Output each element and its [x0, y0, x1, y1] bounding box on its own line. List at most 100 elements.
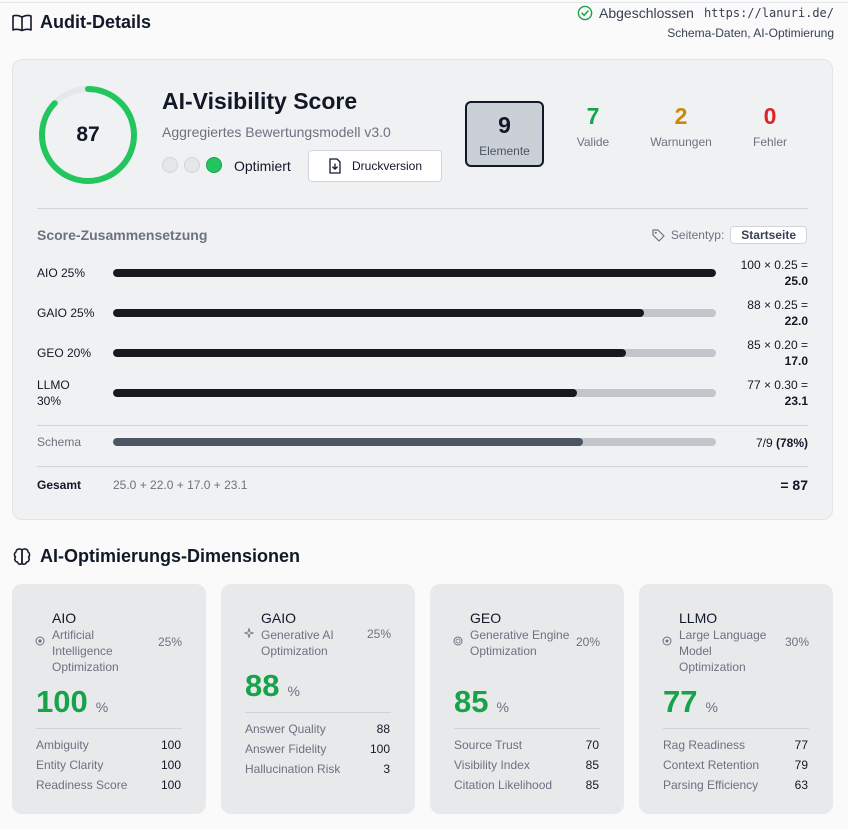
dimension-name: GEO — [470, 610, 502, 626]
metric-row: Readiness Score 100 — [36, 777, 181, 793]
metric-name: Rag Readiness — [663, 738, 746, 752]
dimension-weight: 25% — [366, 627, 391, 641]
audit-meta: Abgeschlossen https://lanuri.de/ Schema-… — [577, 4, 834, 42]
stat-value: 2 — [674, 103, 688, 129]
section-divider — [37, 208, 808, 209]
status-label: Optimiert — [234, 158, 291, 174]
audit-tags: Schema-Daten, AI-Optimierung — [667, 26, 834, 40]
stat-elements[interactable]: 9 Elemente — [465, 101, 544, 167]
score-subtitle: Aggregiertes Bewertungsmodell v3.0 — [162, 124, 391, 140]
dimension-description: Generative Engine Optimization — [470, 628, 570, 658]
top-divider — [0, 2, 848, 3]
metric-row: Context Retention 79 — [663, 757, 808, 773]
dimension-score-unit: % — [705, 699, 718, 715]
metric-name: Hallucination Risk — [245, 762, 341, 776]
composition-bar — [113, 389, 716, 397]
metric-name: Answer Fidelity — [245, 742, 327, 756]
target-icon — [35, 636, 45, 646]
sparkle-icon — [244, 628, 254, 638]
audit-status: Abgeschlossen — [599, 5, 694, 21]
calc-formula: 77 × 0.30 = — [747, 378, 808, 392]
calc-result: 17.0 — [784, 354, 808, 368]
metric-row: Citation Likelihood 85 — [454, 777, 599, 793]
dimension-score-unit: % — [95, 699, 109, 715]
row-divider — [37, 425, 808, 426]
stat-label: Warnungen — [650, 135, 712, 149]
dimensions-title: AI-Optimierungs-Dimensionen — [40, 546, 301, 566]
metric-row: Visibility Index 85 — [454, 757, 599, 773]
book-icon — [12, 14, 32, 31]
dimension-score-unit: % — [287, 683, 300, 699]
dimensions-header: AI-Optimierungs-Dimensionen — [12, 546, 300, 567]
metric-value: 70 — [585, 738, 599, 752]
composition-row-label: GAIO 25% — [37, 306, 95, 320]
schema-calc: 7/9 (78%) — [756, 435, 808, 451]
score-title: AI-Visibility Score — [162, 88, 358, 114]
metric-name: Parsing Efficiency — [663, 778, 759, 792]
dimension-divider — [663, 728, 809, 729]
metric-name: Entity Clarity — [36, 758, 104, 772]
print-button-label: Druckversion — [351, 159, 423, 173]
calc-result: 25.0 — [784, 274, 808, 288]
composition-calc: 100 × 0.25 = 25.0 — [741, 257, 808, 289]
score-ring — [39, 86, 137, 184]
dimension-card-llmo[interactable]: LLMO Large Language Model Optimization 3… — [639, 584, 833, 814]
stat-value: 7 — [586, 103, 600, 129]
dimension-weight: 25% — [157, 635, 182, 649]
dimension-description: Artificial Intelligence Optimization — [52, 628, 119, 674]
composition-bar — [113, 269, 716, 277]
print-button[interactable]: Druckversion — [308, 150, 442, 182]
metric-value: 100 — [160, 778, 181, 792]
composition-bar — [113, 349, 716, 357]
schema-bar-fill — [113, 438, 584, 446]
metric-row: Parsing Efficiency 63 — [663, 777, 808, 793]
dimension-weight: 30% — [784, 635, 809, 649]
stat-value: 0 — [763, 103, 777, 129]
stat-label: Fehler — [752, 135, 787, 149]
chip-icon — [662, 636, 672, 646]
dimension-score: 100 % — [36, 684, 108, 720]
stat-errors[interactable]: 0 Fehler — [730, 101, 810, 149]
dimension-divider — [36, 728, 182, 729]
metric-row: Source Trust 70 — [454, 737, 599, 753]
dimension-score-unit: % — [496, 699, 509, 715]
metric-value: 88 — [376, 722, 390, 736]
stat-label: Valide — [576, 135, 610, 149]
status-dot — [162, 157, 178, 173]
metric-row: Rag Readiness 77 — [663, 737, 808, 753]
metric-name: Ambiguity — [36, 738, 89, 752]
metric-row: Answer Quality 88 — [245, 721, 390, 737]
status-indicator — [162, 157, 222, 173]
metric-value: 3 — [383, 762, 390, 776]
dimension-card-aio[interactable]: AIO Artificial Intelligence Optimization… — [12, 584, 206, 814]
total-label: Gesamt — [37, 478, 82, 492]
total-equation: 25.0 + 22.0 + 17.0 + 23.1 — [113, 478, 248, 492]
calc-formula: 88 × 0.25 = — [747, 298, 808, 312]
metric-value: 85 — [585, 758, 599, 772]
calc-formula: 85 × 0.20 = — [747, 338, 808, 352]
stat-valid[interactable]: 7 Valide — [553, 101, 633, 149]
dimension-score-value: 100 — [36, 684, 88, 719]
download-file-icon — [329, 158, 341, 174]
dimension-divider — [245, 712, 391, 713]
audit-url[interactable]: https://lanuri.de/ — [703, 6, 834, 20]
metric-row: Ambiguity 100 — [36, 737, 181, 753]
metric-name: Source Trust — [454, 738, 523, 752]
composition-calc: 77 × 0.30 = 23.1 — [747, 377, 808, 409]
metric-row: Answer Fidelity 100 — [245, 741, 390, 757]
stat-warnings[interactable]: 2 Warnungen — [641, 101, 721, 149]
dimension-card-gaio[interactable]: GAIO Generative AI Optimization 25% 88 %… — [221, 584, 415, 814]
page-title: Audit-Details — [40, 12, 152, 32]
schema-count: 7/9 — [755, 436, 773, 450]
metric-value: 77 — [794, 738, 808, 752]
score-card: 87 AI-Visibility Score Aggregiertes Bewe… — [12, 59, 833, 520]
dimension-name: AIO — [52, 610, 77, 626]
dimension-name: LLMO — [679, 610, 718, 626]
total-result: = 87 — [780, 477, 808, 493]
dimension-card-geo[interactable]: GEO Generative Engine Optimization 20% 8… — [430, 584, 624, 814]
status-dot-active — [206, 157, 222, 173]
dimension-description: Generative AI Optimization — [261, 628, 334, 658]
dimension-score-value: 77 — [663, 684, 698, 719]
stat-value: 9 — [498, 112, 511, 138]
dimension-score-value: 88 — [245, 668, 280, 703]
